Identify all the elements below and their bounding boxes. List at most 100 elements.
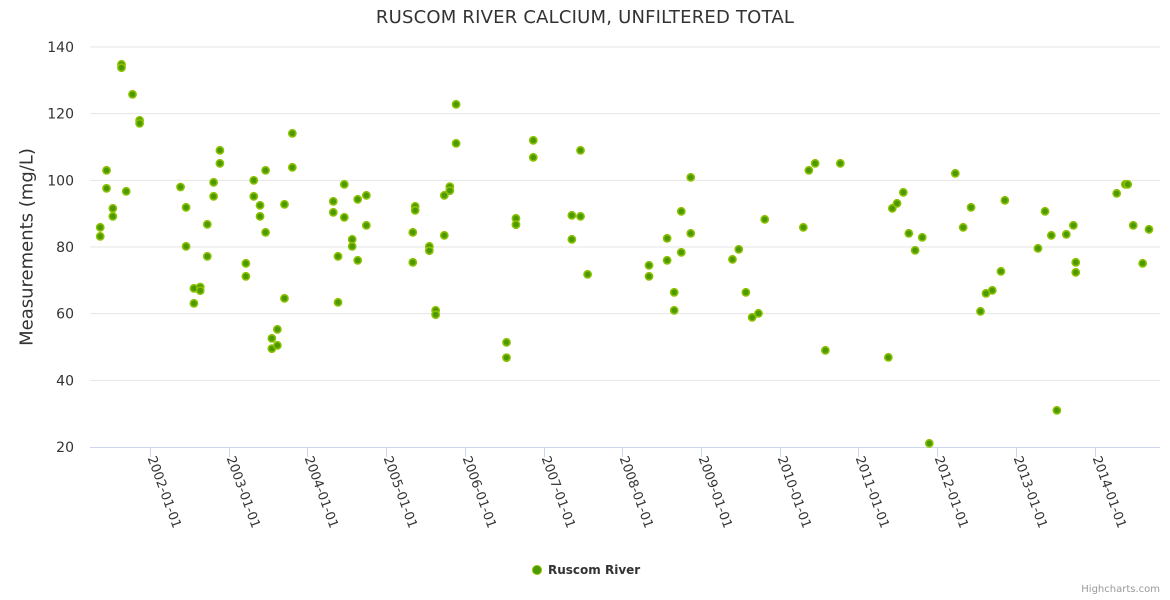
data-point[interactable] [502, 337, 511, 347]
data-point[interactable] [102, 165, 111, 175]
data-point[interactable] [798, 222, 808, 232]
data-point[interactable] [95, 222, 105, 232]
data-point[interactable] [741, 287, 751, 297]
data-point[interactable] [261, 227, 270, 237]
data-point[interactable] [820, 345, 830, 355]
data-point[interactable] [987, 285, 997, 295]
data-point[interactable] [528, 135, 538, 145]
legend-item-ruscom-river[interactable]: Ruscom River [532, 563, 640, 577]
data-point[interactable] [128, 89, 137, 99]
data-point[interactable] [181, 202, 191, 212]
data-point[interactable] [267, 333, 277, 343]
data-point[interactable] [261, 165, 270, 175]
data-point[interactable] [255, 200, 265, 210]
data-point[interactable] [662, 233, 672, 243]
data-point[interactable] [249, 175, 259, 185]
data-point[interactable] [924, 438, 934, 448]
data-point[interactable] [1138, 258, 1148, 268]
data-point[interactable] [195, 286, 205, 296]
data-point[interactable] [583, 269, 593, 279]
data-point[interactable] [333, 251, 343, 261]
data-point[interactable] [280, 293, 289, 303]
data-point[interactable] [215, 145, 225, 155]
data-point[interactable] [760, 214, 770, 224]
data-point[interactable] [339, 179, 349, 189]
data-point[interactable] [1061, 229, 1071, 239]
data-point[interactable] [662, 255, 672, 265]
data-point[interactable] [1123, 179, 1133, 189]
data-point[interactable] [272, 340, 282, 350]
series-ruscom-river[interactable] [95, 59, 1154, 448]
data-point[interactable] [108, 211, 118, 221]
data-point[interactable] [424, 246, 434, 256]
data-point[interactable] [181, 241, 191, 251]
data-point[interactable] [121, 186, 131, 196]
data-point[interactable] [347, 234, 357, 244]
data-point[interactable] [353, 194, 363, 204]
data-point[interactable] [576, 145, 585, 155]
data-point[interactable] [576, 211, 585, 221]
data-point[interactable] [117, 63, 126, 73]
data-point[interactable] [669, 305, 679, 315]
data-point[interactable] [567, 234, 577, 244]
data-point[interactable] [676, 206, 686, 216]
data-point[interactable] [102, 183, 111, 193]
data-point[interactable] [347, 241, 357, 251]
data-point[interactable] [451, 99, 461, 109]
data-point[interactable] [209, 191, 219, 201]
data-point[interactable] [728, 254, 737, 264]
data-point[interactable] [567, 210, 577, 220]
data-point[interactable] [333, 297, 343, 307]
data-point[interactable] [135, 118, 145, 128]
data-point[interactable] [361, 220, 371, 230]
data-point[interactable] [176, 182, 185, 192]
data-point[interactable] [410, 205, 420, 215]
data-point[interactable] [272, 324, 282, 334]
data-point[interactable] [976, 306, 985, 316]
data-point[interactable] [511, 220, 521, 230]
data-point[interactable] [1040, 206, 1050, 216]
data-point[interactable] [361, 190, 371, 200]
data-point[interactable] [892, 198, 902, 208]
data-point[interactable] [747, 312, 757, 322]
data-point[interactable] [1112, 188, 1122, 198]
data-point[interactable] [644, 260, 654, 270]
data-point[interactable] [445, 186, 455, 196]
data-point[interactable] [408, 227, 418, 237]
data-point[interactable] [280, 199, 289, 209]
data-point[interactable] [287, 128, 297, 138]
data-point[interactable] [644, 271, 654, 281]
data-point[interactable] [108, 203, 118, 213]
data-point[interactable] [734, 244, 744, 254]
data-point[interactable] [669, 287, 679, 297]
data-point[interactable] [241, 271, 251, 281]
data-point[interactable] [917, 232, 927, 242]
data-point[interactable] [676, 247, 686, 257]
data-point[interactable] [686, 228, 696, 238]
data-point[interactable] [202, 251, 212, 261]
data-point[interactable] [1000, 195, 1010, 205]
data-point[interactable] [439, 230, 449, 240]
data-point[interactable] [1068, 220, 1078, 230]
data-point[interactable] [249, 191, 259, 201]
data-point[interactable] [958, 222, 968, 232]
data-point[interactable] [1128, 220, 1138, 230]
data-point[interactable] [883, 352, 893, 362]
data-point[interactable] [202, 219, 212, 229]
data-point[interactable] [328, 196, 338, 206]
data-point[interactable] [431, 310, 441, 320]
data-point[interactable] [1071, 257, 1081, 267]
data-point[interactable] [686, 172, 696, 182]
data-point[interactable] [1033, 243, 1043, 253]
data-point[interactable] [950, 168, 960, 178]
data-point[interactable] [528, 152, 538, 162]
data-point[interactable] [339, 212, 349, 222]
data-point[interactable] [910, 245, 920, 255]
data-point[interactable] [1046, 230, 1056, 240]
data-point[interactable] [353, 255, 363, 265]
data-point[interactable] [1144, 224, 1154, 234]
data-point[interactable] [804, 165, 814, 175]
data-point[interactable] [209, 177, 219, 187]
data-point[interactable] [255, 211, 265, 221]
data-point[interactable] [1071, 267, 1081, 277]
